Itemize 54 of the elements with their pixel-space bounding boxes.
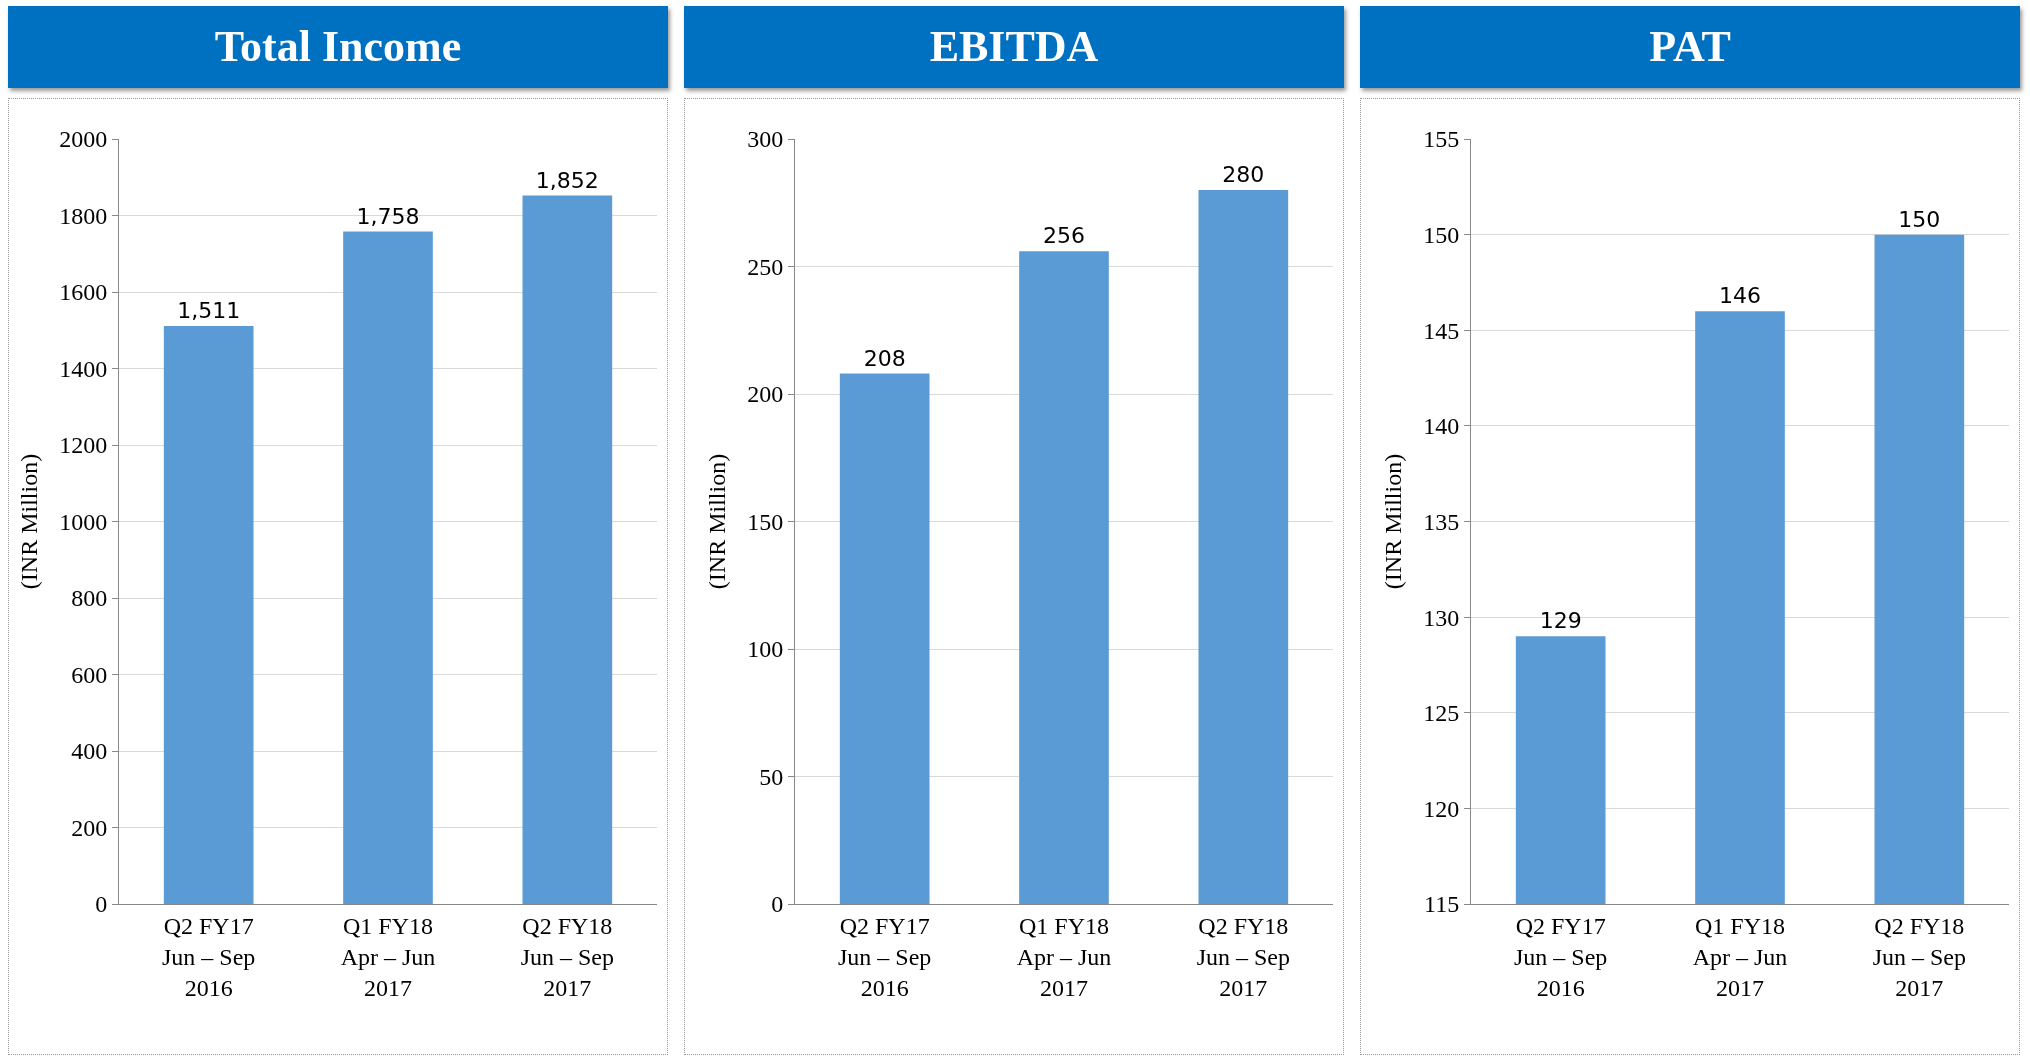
y-tick-label: 140 <box>1423 413 1460 440</box>
y-tick-label: 250 <box>747 253 784 280</box>
x-tick-label: Q2 FY18 Jun – Sep 2017 <box>1872 912 1966 1002</box>
data-label: 256 <box>1043 223 1085 249</box>
y-tick-label: 150 <box>1423 222 1460 249</box>
bar <box>1198 190 1289 904</box>
data-label: 1,852 <box>535 167 599 193</box>
x-tick-label: Q1 FY18 Apr – Jun 2017 <box>1692 912 1788 1002</box>
y-tick-label: 600 <box>71 661 108 688</box>
x-tick-label: Q2 FY17 Jun – Sep 2016 <box>162 912 256 1002</box>
y-tick-label: 1400 <box>59 355 108 382</box>
x-tick-label: Q2 FY18 Jun – Sep 2017 <box>1196 912 1290 1002</box>
y-tick-label: 155 <box>1423 126 1460 153</box>
x-tick-label: Q1 FY18 Apr – Jun 2017 <box>340 912 436 1002</box>
chart-title: PAT <box>1360 6 2020 88</box>
y-tick-label: 800 <box>71 585 108 612</box>
y-tick-label: 150 <box>747 508 784 535</box>
y-tick-label: 200 <box>747 381 784 408</box>
data-label: 1,758 <box>356 203 420 229</box>
y-tick-label: 400 <box>71 738 108 765</box>
x-tick-label: Q2 FY17 Jun – Sep 2016 <box>1514 912 1608 1002</box>
y-tick-label: 0 <box>771 891 784 918</box>
y-tick-label: 115 <box>1424 891 1460 918</box>
data-label: 150 <box>1898 206 1941 232</box>
data-label: 146 <box>1719 283 1761 309</box>
x-tick-label: Q2 FY17 Jun – Sep 2016 <box>838 912 932 1002</box>
data-label: 1,511 <box>177 298 241 324</box>
y-tick-label: 0 <box>95 891 108 918</box>
y-tick-label: 135 <box>1423 508 1460 535</box>
y-tick-label: 2000 <box>59 126 108 153</box>
x-tick-label: Q2 FY18 Jun – Sep 2017 <box>520 912 614 1002</box>
y-tick-label: 120 <box>1423 795 1460 822</box>
y-tick-label: 1600 <box>59 279 108 306</box>
y-axis-title: (INR Million) <box>704 453 731 590</box>
data-label: 129 <box>1539 608 1582 634</box>
y-tick-label: 130 <box>1423 604 1460 631</box>
y-tick-label: 300 <box>747 126 784 153</box>
y-tick-label: 200 <box>71 814 108 841</box>
data-label: 208 <box>863 345 906 371</box>
y-tick-label: 1000 <box>59 508 108 535</box>
y-tick-label: 1200 <box>59 432 108 459</box>
y-axis-title: (INR Million) <box>16 453 43 590</box>
bar <box>1019 251 1109 904</box>
chart-title: EBITDA <box>684 6 1344 88</box>
y-tick-label: 125 <box>1423 700 1460 727</box>
bar <box>839 373 930 904</box>
y-tick-label: 1800 <box>59 202 108 229</box>
chart-title: Total Income <box>8 6 668 88</box>
y-tick-label: 100 <box>747 636 784 663</box>
x-tick-label: Q1 FY18 Apr – Jun 2017 <box>1016 912 1112 1002</box>
y-tick-label: 145 <box>1423 317 1460 344</box>
y-axis-title: (INR Million) <box>1380 453 1407 590</box>
data-label: 280 <box>1222 162 1265 187</box>
y-tick-label: 50 <box>759 763 784 790</box>
